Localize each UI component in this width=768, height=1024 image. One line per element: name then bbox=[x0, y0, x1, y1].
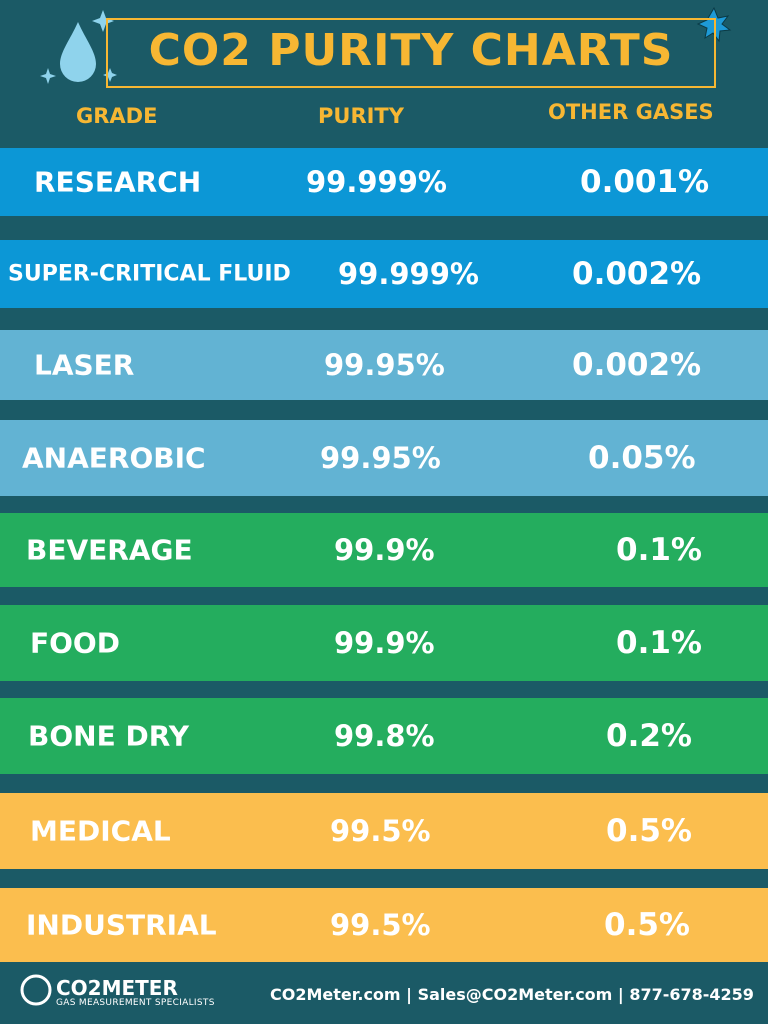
table-row: ANAEROBIC 99.95% 0.05% bbox=[0, 420, 768, 496]
other-gases: 0.5% bbox=[604, 907, 690, 943]
purity: 99.95% bbox=[320, 441, 441, 475]
grade: SUPER-CRITICAL FLUID bbox=[8, 261, 291, 287]
grade: MEDICAL bbox=[30, 814, 171, 848]
table-row: RESEARCH 99.999% 0.001% bbox=[0, 148, 768, 216]
sparkle bbox=[92, 10, 114, 32]
purity: 99.8% bbox=[334, 719, 435, 753]
column-header: GRADE bbox=[76, 104, 158, 128]
grade: FOOD bbox=[30, 626, 120, 660]
column-header: PURITY bbox=[318, 104, 404, 128]
other-gases: 0.05% bbox=[588, 440, 696, 476]
sparkle bbox=[103, 68, 117, 82]
table-row: INDUSTRIAL 99.5% 0.5% bbox=[0, 888, 768, 962]
grade: BONE DRY bbox=[28, 719, 189, 753]
contact: CO2Meter.com | Sales@CO2Meter.com | 877-… bbox=[270, 985, 754, 1004]
column-header: OTHER GASES bbox=[548, 100, 714, 124]
table-row: BONE DRY 99.8% 0.2% bbox=[0, 698, 768, 774]
purity: 99.999% bbox=[306, 165, 447, 199]
other-gases: 0.1% bbox=[616, 532, 702, 568]
grade: RESEARCH bbox=[34, 165, 202, 199]
table-row: SUPER-CRITICAL FLUID 99.999% 0.002% bbox=[0, 240, 768, 308]
other-gases: 0.002% bbox=[572, 347, 702, 383]
purity: 99.9% bbox=[334, 533, 435, 567]
purity: 99.5% bbox=[330, 814, 431, 848]
logo-text: CO2METER bbox=[56, 976, 178, 1000]
logo-tagline: GAS MEASUREMENT SPECIALISTS bbox=[56, 998, 215, 1008]
other-gases: 0.1% bbox=[616, 625, 702, 661]
purity: 99.9% bbox=[334, 626, 435, 660]
other-gases: 0.2% bbox=[606, 718, 692, 754]
purity: 99.999% bbox=[338, 257, 479, 291]
grade: INDUSTRIAL bbox=[26, 908, 217, 942]
other-gases: 0.001% bbox=[580, 164, 710, 200]
other-gases: 0.002% bbox=[572, 256, 702, 292]
table-row: MEDICAL 99.5% 0.5% bbox=[0, 793, 768, 869]
logo-icon bbox=[20, 974, 52, 1006]
table-row: LASER 99.95% 0.002% bbox=[0, 330, 768, 400]
other-gases: 0.5% bbox=[606, 813, 692, 849]
title: CO2 PURITY CHARTS bbox=[148, 25, 674, 76]
grade: LASER bbox=[34, 348, 135, 382]
purity: 99.5% bbox=[330, 908, 431, 942]
grade: ANAEROBIC bbox=[22, 441, 206, 475]
purity: 99.95% bbox=[324, 348, 445, 382]
sparkle bbox=[40, 68, 56, 84]
table-row: FOOD 99.9% 0.1% bbox=[0, 605, 768, 681]
grade: BEVERAGE bbox=[26, 533, 193, 567]
title-frame bbox=[106, 18, 716, 88]
table-row: BEVERAGE 99.9% 0.1% bbox=[0, 513, 768, 587]
drop-icon bbox=[60, 22, 96, 82]
